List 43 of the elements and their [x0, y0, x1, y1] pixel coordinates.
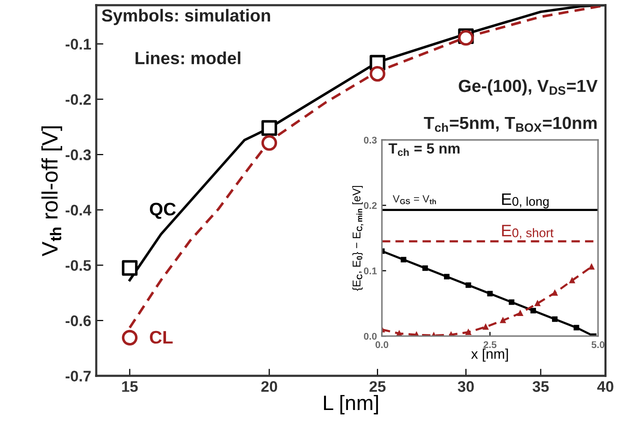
point: [466, 282, 472, 288]
y-tick-label: -0.2: [66, 94, 91, 105]
x-axis-title: x [nm]: [471, 348, 508, 362]
y-tick-label: 0.1: [364, 267, 377, 274]
point: [530, 308, 536, 314]
y-tick-label: -0.4: [66, 204, 92, 216]
y-tick-label: 0.0: [364, 332, 377, 340]
annotation: Lines: model: [136, 52, 240, 64]
x-tick-label: 15: [122, 381, 138, 392]
x-tick-label: 20: [261, 381, 278, 392]
point: [422, 265, 428, 271]
annotation: T$_{ch}$ = 5 nm: [388, 143, 460, 156]
x-tick-label: 25: [370, 381, 386, 392]
y-tick-label: -0.6: [66, 315, 91, 326]
x-tick-label: 40: [597, 381, 614, 392]
point: [574, 324, 580, 330]
series-label: QC: [150, 202, 176, 219]
annotation: T$_{ch}$=5nm, T$_{BOX}$=10nm: [424, 116, 597, 132]
x-axis-title: L [nm]: [324, 394, 378, 414]
x-tick-label: 0.0: [376, 341, 388, 348]
x-tick-label: 5.0: [592, 341, 604, 348]
point: [517, 310, 523, 316]
point: [400, 256, 406, 262]
y-axis-title: V$_{th}$ roll-off [V]: [41, 126, 62, 256]
series-label: CL: [150, 330, 173, 344]
annotation: V$_{GS}$ = V$_{th}$: [392, 195, 436, 204]
y-axis-title: {E$_{C}$, E$_{0}$} − E$_{C,min}$ [eV]: [352, 186, 364, 291]
annotation: Ge-(100), V$_{DS}$=1V: [458, 79, 598, 96]
point: [466, 329, 472, 335]
y-tick-label: -0.3: [66, 149, 91, 160]
point: [552, 316, 558, 322]
annotation: Symbols: simulation: [102, 8, 270, 26]
point: [508, 299, 514, 305]
point: [487, 290, 493, 296]
x-tick-label: 35: [532, 381, 549, 392]
y-tick-label: 0.3: [364, 136, 377, 144]
point: [444, 274, 450, 280]
x-tick-label: 2.5: [484, 341, 496, 348]
y-tick-label: -0.5: [66, 260, 91, 271]
y-tick-label: -0.7: [66, 370, 91, 382]
x-tick-label: 30: [458, 381, 474, 392]
y-tick-label: 0.2: [364, 202, 377, 209]
y-tick-label: -0.1: [66, 38, 91, 50]
